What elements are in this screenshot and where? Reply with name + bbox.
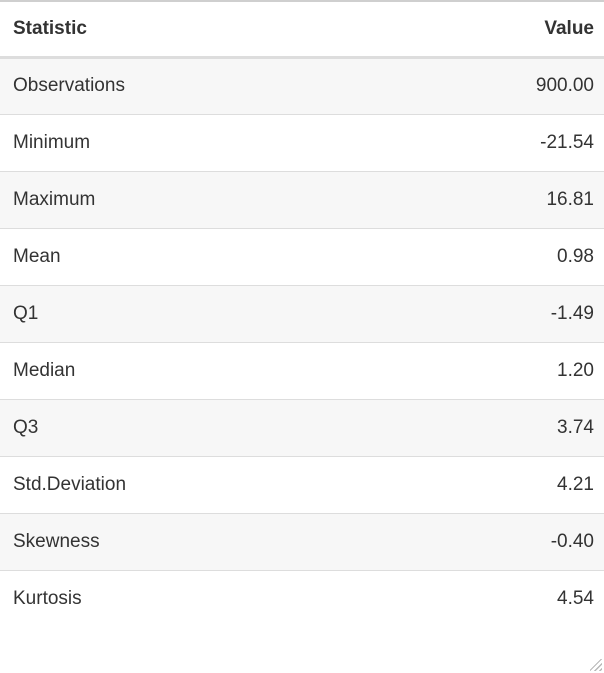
table-row: Kurtosis 4.54 [0, 570, 604, 627]
row-statistic-label: Mean [0, 228, 302, 286]
table-row: Observations 900.00 [0, 57, 604, 115]
table-row: Minimum -21.54 [0, 114, 604, 172]
row-statistic-label: Median [0, 342, 302, 400]
row-statistic-value: -1.49 [302, 285, 604, 343]
row-statistic-label: Q1 [0, 285, 302, 343]
table-row: Skewness -0.40 [0, 513, 604, 571]
resize-grip-icon[interactable] [590, 659, 602, 671]
row-statistic-value: -0.40 [302, 513, 604, 571]
row-statistic-label: Maximum [0, 171, 302, 229]
table-row: Median 1.20 [0, 342, 604, 400]
column-header-statistic[interactable]: Statistic [0, 2, 302, 59]
row-statistic-label: Minimum [0, 114, 302, 172]
table-row: Std.Deviation 4.21 [0, 456, 604, 514]
row-statistic-label: Skewness [0, 513, 302, 571]
table-row: Q3 3.74 [0, 399, 604, 457]
row-statistic-value: 3.74 [302, 399, 604, 457]
row-statistic-value: 4.54 [557, 587, 594, 609]
row-statistic-value: 0.98 [302, 228, 604, 286]
row-statistic-label: Observations [0, 57, 302, 115]
row-statistic-value: 900.00 [302, 57, 604, 115]
row-statistic-value: -21.54 [302, 114, 604, 172]
table-header-row: Statistic Value [0, 2, 604, 59]
row-statistic-label: Std.Deviation [0, 456, 302, 514]
table-row: Q1 -1.49 [0, 285, 604, 343]
row-statistic-value: 1.20 [302, 342, 604, 400]
table-row: Maximum 16.81 [0, 171, 604, 229]
row-statistic-label: Kurtosis [13, 587, 82, 609]
row-statistic-label: Q3 [0, 399, 302, 457]
statistics-table: Statistic Value Observations 900.00 Mini… [0, 2, 604, 627]
column-header-value[interactable]: Value [302, 2, 604, 59]
row-statistic-value: 16.81 [302, 171, 604, 229]
row-statistic-value: 4.21 [302, 456, 604, 514]
table-row: Mean 0.98 [0, 228, 604, 286]
